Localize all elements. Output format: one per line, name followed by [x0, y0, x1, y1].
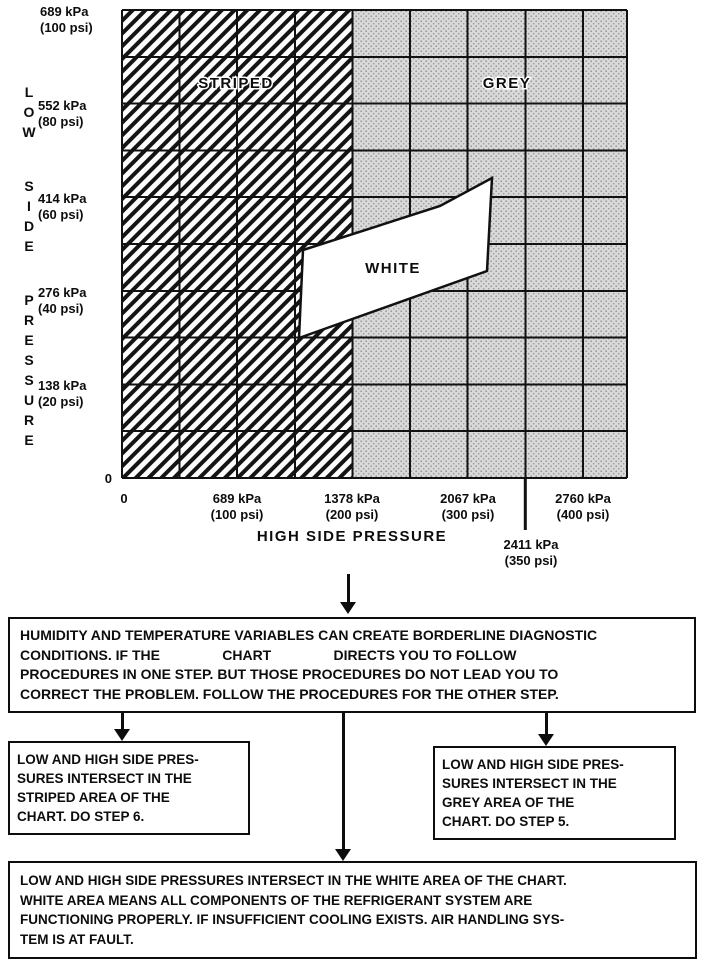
- arrow-head-icon: [114, 729, 130, 741]
- x-tick-200psi-kpa: 1378 kPa: [324, 491, 380, 506]
- box-grey-step5: LOW AND HIGH SIDE PRES- SURES INTERSECT …: [433, 746, 676, 840]
- x-axis-title: HIGH SIDE PRESSURE: [257, 528, 447, 545]
- y-tick-100psi-psi: (100 psi): [40, 20, 93, 35]
- pressure-diagnostic-chart: STRIPED GREY WHITE 689 kPa (100 psi) 552…: [38, 4, 628, 568]
- marker-psi: (350 psi): [505, 553, 558, 568]
- x-tick-200psi-psi: (200 psi): [326, 507, 379, 522]
- flow-arrow-to-white-box: [335, 713, 351, 861]
- x-tick-100psi-psi: (100 psi): [211, 507, 264, 522]
- box-striped-step6: LOW AND HIGH SIDE PRES- SURES INTERSECT …: [8, 741, 250, 835]
- flow-arrow-chart-to-note: [340, 574, 356, 614]
- y-tick-60psi-kpa: 414 kPa: [38, 191, 87, 206]
- grey-region-label: GREY: [483, 75, 532, 92]
- y-tick-40psi-psi: (40 psi): [38, 301, 84, 316]
- marker-350psi-label: 2411 kPa (350 psi): [504, 537, 560, 568]
- x-axis-tick-labels: 0 689 kPa (100 psi) 1378 kPa (200 psi) 2…: [120, 491, 611, 522]
- x-tick-400psi-psi: (400 psi): [557, 507, 610, 522]
- arrow-shaft: [544, 713, 548, 734]
- y-tick-60psi-psi: (60 psi): [38, 207, 84, 222]
- x-tick-origin: 0: [120, 491, 127, 506]
- x-tick-100psi-kpa: 689 kPa: [213, 491, 262, 506]
- arrow-shaft: [341, 713, 345, 849]
- arrow-head-icon: [335, 849, 351, 861]
- white-region: [297, 175, 494, 340]
- flow-arrow-to-grey-box: [538, 713, 554, 746]
- x-tick-400psi-kpa: 2760 kPa: [555, 491, 611, 506]
- y-tick-40psi-kpa: 276 kPa: [38, 285, 87, 300]
- arrow-shaft: [346, 574, 350, 602]
- marker-kpa: 2411 kPa: [504, 537, 560, 552]
- y-axis-title: LOW SIDE PRESSURE: [21, 84, 37, 452]
- arrow-head-icon: [538, 734, 554, 746]
- y-tick-80psi-psi: (80 psi): [38, 114, 84, 129]
- y-tick-20psi-psi: (20 psi): [38, 394, 84, 409]
- y-tick-0: 0: [105, 471, 112, 486]
- arrow-head-icon: [340, 602, 356, 614]
- white-region-label: WHITE: [365, 260, 421, 277]
- flow-arrow-to-striped-box: [114, 713, 130, 741]
- box-white-result: LOW AND HIGH SIDE PRESSURES INTERSECT IN…: [8, 861, 697, 959]
- x-tick-300psi-psi: (300 psi): [442, 507, 495, 522]
- x-tick-300psi-kpa: 2067 kPa: [440, 491, 496, 506]
- arrow-shaft: [120, 713, 124, 729]
- striped-region-label: STRIPED: [198, 75, 274, 92]
- y-axis-tick-labels: 689 kPa (100 psi) 552 kPa (80 psi) 414 k…: [38, 4, 112, 486]
- box-borderline-note: HUMIDITY AND TEMPERATURE VARIABLES CAN C…: [8, 617, 696, 713]
- y-tick-20psi-kpa: 138 kPa: [38, 378, 87, 393]
- y-tick-100psi-kpa: 689 kPa: [40, 4, 89, 19]
- y-tick-80psi-kpa: 552 kPa: [38, 98, 87, 113]
